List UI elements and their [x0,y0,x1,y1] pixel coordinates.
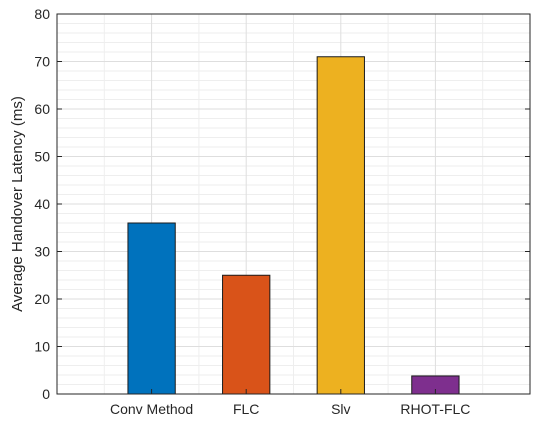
bar-slv [316,56,365,395]
y-tick-label: 30 [34,244,50,260]
y-tick-label: 50 [34,149,50,165]
x-tick-label: Slv [331,401,350,417]
y-tick-label: 70 [34,54,50,70]
y-tick-label: 10 [34,339,50,355]
bar-conv-method [127,222,176,395]
bar-flc [222,274,271,395]
x-axis-ticks: Conv Method FLC Slv RHOT-FLC [110,389,470,417]
y-tick-label: 60 [34,101,50,117]
y-axis-ticks: 0 10 20 30 40 50 60 70 80 [34,6,530,402]
y-tick-label: 20 [34,291,50,307]
y-axis-label: Average Handover Latency (ms) [9,96,26,312]
x-tick-label: RHOT-FLC [400,401,470,417]
bars-group [127,56,460,395]
x-tick-label: Conv Method [110,401,193,417]
y-tick-label: 0 [42,386,50,402]
x-tick-label: FLC [233,401,259,417]
y-tick-label: 80 [34,6,50,22]
y-tick-label: 40 [34,196,50,212]
